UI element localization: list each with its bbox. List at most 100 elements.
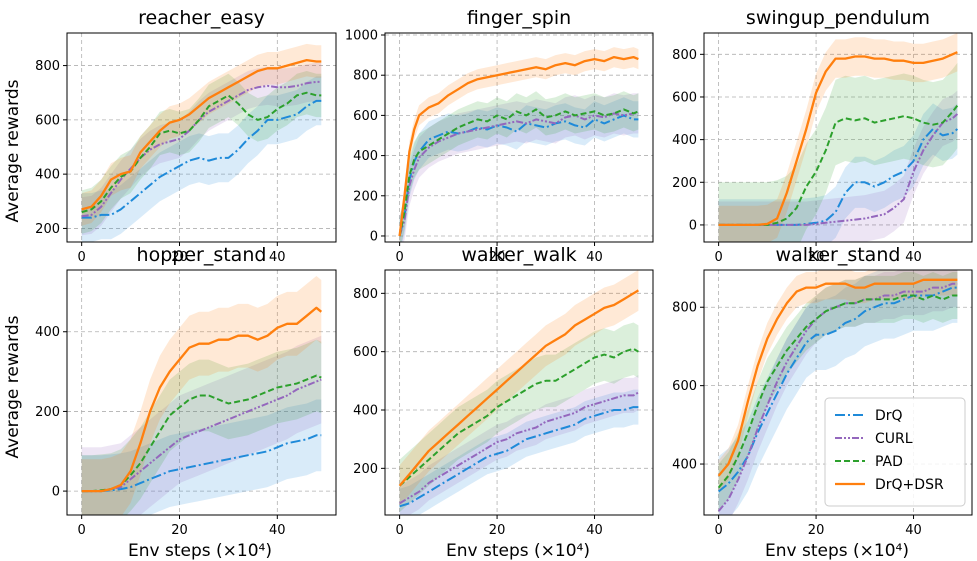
- x-tick-label: 0: [714, 523, 722, 538]
- line-drq-dsr: [81, 306, 323, 493]
- line-pad: [717, 294, 958, 489]
- y-tick-label: 1000: [345, 29, 378, 44]
- legend-label-pad: PAD: [875, 454, 903, 470]
- x-tick-label: 40: [905, 523, 922, 538]
- plot-area-walker-walk: [398, 270, 639, 515]
- band-drq: [81, 76, 322, 242]
- band-curl: [399, 93, 639, 242]
- y-tick-label: 600: [672, 379, 697, 394]
- band-curl: [399, 375, 639, 515]
- band-drq: [81, 399, 322, 515]
- x-tick-label: 40: [269, 523, 286, 538]
- xlabel-left: Env steps (×10⁴): [128, 541, 272, 561]
- y-tick-label: 200: [672, 176, 697, 191]
- line-curl: [81, 378, 322, 493]
- band-curl: [81, 62, 322, 236]
- x-tick-label: 40: [269, 250, 286, 265]
- plot-area-hopper-stand: [81, 276, 323, 515]
- legend-box: [824, 397, 966, 507]
- band-pad: [718, 62, 958, 242]
- y-tick-label: 400: [35, 168, 60, 183]
- plot-area-finger-spin: [398, 47, 639, 242]
- y-tick-label: 800: [672, 301, 697, 316]
- band-drq-dsr: [718, 270, 958, 492]
- x-tick-label: 0: [78, 523, 86, 538]
- y-tick-label: 800: [35, 59, 60, 74]
- plot-area-swingup-pendulum: [718, 33, 959, 242]
- panel-title: finger_spin: [467, 7, 571, 29]
- y-tick-label: 600: [35, 113, 60, 128]
- legend: DrQ CURL PAD DrQ+DSR: [824, 397, 966, 507]
- panel-title: hopper_stand: [137, 244, 267, 266]
- band-pad: [399, 322, 639, 513]
- line-pad: [81, 91, 322, 214]
- line-curl: [717, 282, 958, 512]
- x-tick-label: 40: [905, 250, 922, 265]
- y-tick-label: 400: [672, 458, 697, 473]
- line-drq-dsr: [398, 55, 639, 237]
- line-drq: [81, 99, 322, 219]
- y-tick-label: 200: [353, 462, 378, 477]
- panel-title: swingup_pendulum: [746, 7, 930, 29]
- band-drq-dsr: [399, 270, 639, 507]
- legend-label-curl: CURL: [875, 431, 913, 447]
- x-tick-label: 40: [586, 523, 603, 538]
- y-tick-label: 0: [689, 218, 697, 233]
- x-tick-label: 0: [395, 523, 403, 538]
- axes-frame: [384, 269, 654, 516]
- panel-reacher-easy: 0 20 40 200 400 600 800 reacher_easy: [35, 7, 337, 265]
- line-drq: [399, 406, 639, 508]
- y-tick-label: 600: [353, 345, 378, 360]
- legend-label-drq: DrQ: [875, 408, 903, 424]
- panel-title: walker_walk: [461, 244, 576, 266]
- line-drq-dsr: [718, 51, 958, 227]
- plot-area-walker-stand: [717, 270, 958, 515]
- x-tick-label: 0: [714, 250, 722, 265]
- line-drq: [398, 114, 639, 237]
- x-tick-label: 20: [808, 250, 825, 265]
- ylabel-top-row: Average rewards: [3, 79, 23, 222]
- band-drq-dsr: [399, 47, 639, 242]
- y-tick-label: 600: [672, 90, 697, 105]
- band-pad: [81, 71, 322, 234]
- line-drq-dsr: [81, 58, 322, 211]
- y-tick-label: 400: [353, 404, 378, 419]
- x-tick-label: 20: [489, 523, 506, 538]
- line-drq-dsr: [717, 278, 958, 477]
- y-tick-label: 0: [52, 485, 60, 500]
- y-tick-label: 200: [35, 222, 60, 237]
- y-tick-label: 400: [35, 325, 60, 340]
- ylabel-bottom-row: Average rewards: [3, 315, 23, 458]
- band-drq-dsr: [81, 276, 322, 515]
- y-tick-label: 800: [353, 287, 378, 302]
- line-curl: [399, 391, 639, 505]
- line-curl: [398, 112, 639, 237]
- y-tick-label: 200: [35, 405, 60, 420]
- y-tick-label: 0: [370, 229, 378, 244]
- line-pad: [81, 374, 322, 493]
- axes-frame: [384, 32, 654, 243]
- line-drq-dsr: [398, 289, 639, 487]
- line-pad: [398, 347, 639, 487]
- axes-frame: [66, 269, 337, 516]
- x-tick-label: 20: [171, 250, 188, 265]
- band-drq: [718, 103, 958, 242]
- axis-labels: Average rewards Average rewards Env step…: [3, 79, 909, 561]
- y-tick-label: 800: [353, 69, 378, 84]
- plot-area-reacher-easy: [81, 43, 322, 242]
- band-drq: [718, 270, 958, 515]
- axes-frame: [66, 32, 337, 243]
- line-pad: [398, 108, 639, 237]
- band-drq: [399, 389, 639, 515]
- x-tick-label: 0: [78, 250, 86, 265]
- line-drq: [717, 286, 958, 493]
- xlabel-middle: Env steps (×10⁴): [446, 541, 590, 561]
- y-tick-label: 400: [353, 149, 378, 164]
- y-tick-label: 800: [672, 48, 697, 63]
